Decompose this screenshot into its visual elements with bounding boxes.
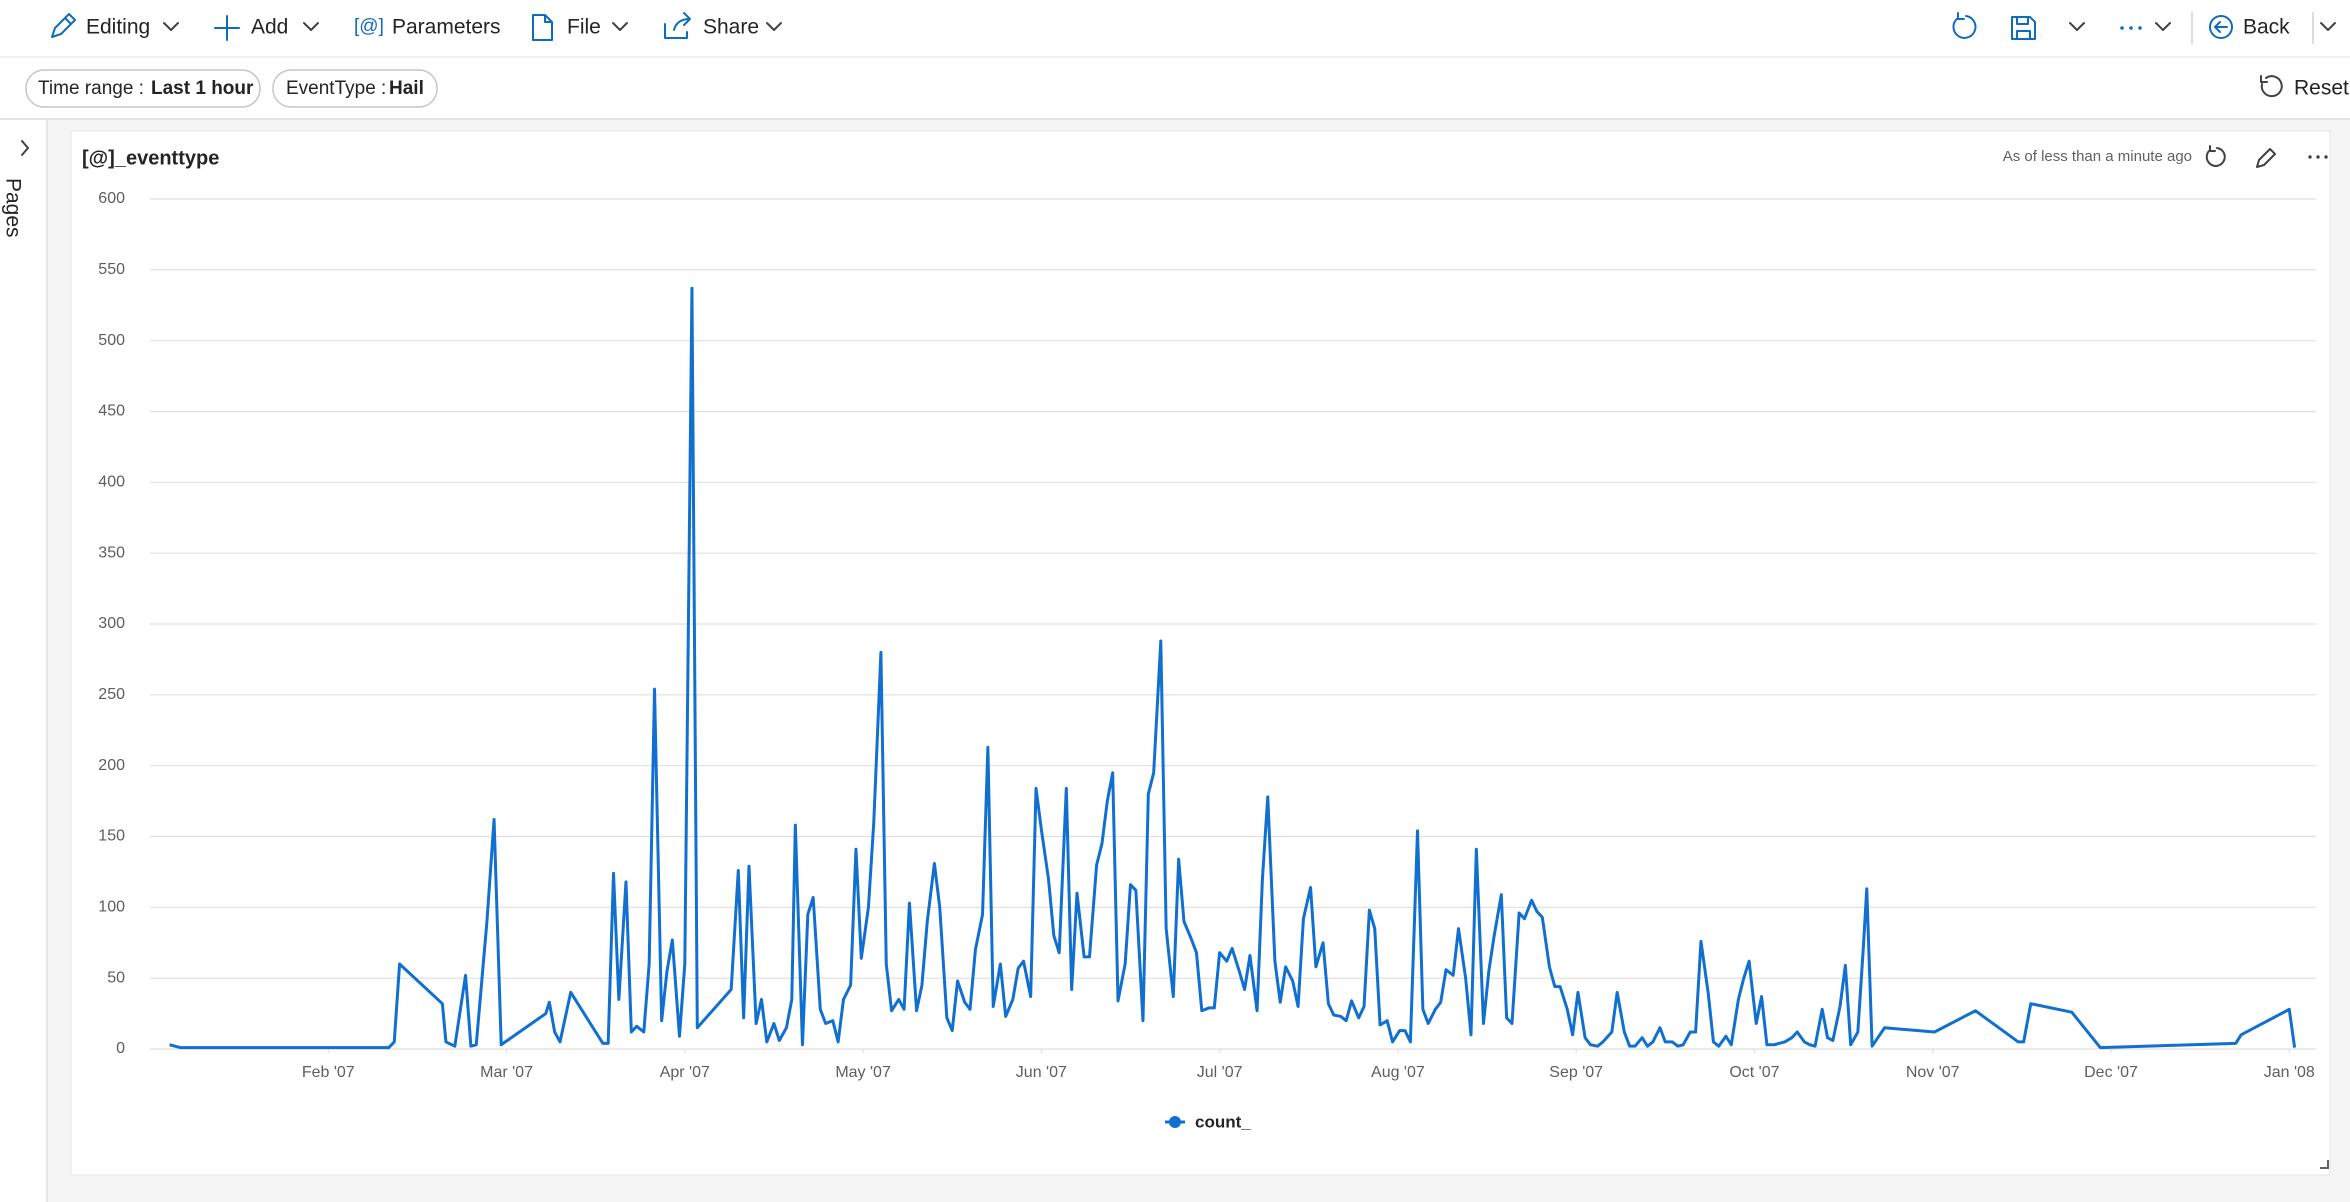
filter-value: Last 1 hour [151, 78, 254, 99]
more-button[interactable] [2120, 22, 2171, 31]
parameters-button[interactable]: [@] Parameters [354, 16, 501, 39]
x-tick-label: Mar '07 [480, 1064, 533, 1081]
reset-button[interactable]: Reset [2260, 75, 2349, 100]
filter-label: EventType : [286, 78, 386, 99]
parameters-label: Parameters [392, 16, 501, 39]
editing-button[interactable]: Editing [51, 13, 179, 39]
file-label: File [567, 16, 601, 39]
file-icon [532, 14, 553, 41]
x-tick-label: Jan '08 [2264, 1064, 2315, 1081]
x-tick-label: Oct '07 [1729, 1064, 1779, 1081]
chevron [163, 22, 179, 31]
sidebar-expand[interactable] [21, 140, 29, 156]
x-tick-label: Feb '07 [302, 1064, 355, 1081]
x-tick-label: Jul '07 [1197, 1064, 1243, 1081]
share-label: Share [703, 16, 759, 39]
y-tick-label: 250 [98, 686, 125, 703]
y-tick-label: 350 [98, 544, 125, 561]
save-button[interactable] [2011, 16, 2036, 40]
x-tick-label: May '07 [835, 1064, 891, 1081]
filter-value: Hail [389, 78, 424, 99]
y-tick-label: 200 [98, 757, 125, 774]
legend-marker [1169, 1116, 1181, 1128]
share-icon [664, 12, 691, 39]
y-tick-label: 300 [98, 615, 125, 632]
sidebar-label[interactable]: Pages [1, 178, 24, 238]
chevron [2155, 22, 2171, 31]
filter-label: Time range : [38, 78, 144, 99]
resize-handle[interactable] [2320, 1160, 2329, 1169]
x-tick-label: Jun '07 [1016, 1064, 1067, 1081]
y-tick-label: 600 [98, 190, 125, 207]
reset-icon [2260, 75, 2283, 98]
back-arrow [2214, 21, 2228, 33]
dot [2316, 155, 2320, 159]
tile [70, 130, 2331, 1176]
back-button[interactable]: Back [2209, 15, 2290, 39]
x-tick-label: Aug '07 [1371, 1064, 1425, 1081]
tile-edit[interactable] [2256, 148, 2276, 168]
chevron [766, 22, 782, 31]
back-label: Back [2243, 16, 2290, 39]
y-tick-label: 0 [116, 1040, 125, 1057]
pill-outline [25, 69, 261, 108]
refresh-button[interactable] [1952, 12, 1977, 39]
x-tick-label: Apr '07 [660, 1064, 710, 1081]
dot [2324, 155, 2328, 159]
y-tick-label: 150 [98, 828, 125, 845]
x-tick-label: Nov '07 [1906, 1064, 1960, 1081]
y-tick-label: 400 [98, 474, 125, 491]
file-button[interactable]: File [532, 14, 628, 41]
y-tick-label: 100 [98, 899, 125, 916]
add-button[interactable]: Add [214, 15, 319, 41]
dot [2120, 26, 2124, 30]
tile-more[interactable] [2308, 155, 2328, 159]
back-icon [2209, 15, 2233, 39]
chevron [612, 22, 628, 31]
y-tick-label: 500 [98, 332, 125, 349]
share-button[interactable]: Share [664, 12, 782, 39]
line-chart: 0 50 100 150 200 250 300 350 400 450 500 550 600 Feb … [98, 190, 2316, 1131]
parameters-icon: [@] [354, 16, 384, 37]
filter-pill[interactable]: Time range : Last 1 hour [25, 69, 261, 108]
tile-refresh[interactable] [2205, 145, 2226, 167]
save-menu-chevron[interactable] [2069, 22, 2085, 31]
save-icon [2011, 16, 2036, 40]
chevron [303, 22, 319, 31]
filter-pill[interactable]: EventType : Hail [272, 69, 438, 108]
series-line [169, 286, 2297, 1050]
y-tick-label: 50 [107, 969, 125, 986]
pill-outline [272, 69, 438, 108]
y-tick-label: 450 [98, 403, 125, 420]
y-tick-label: 550 [98, 261, 125, 278]
legend-label: count_ [1195, 1112, 1251, 1131]
dot [2129, 26, 2133, 30]
reset-label: Reset [2294, 77, 2349, 100]
pencil-icon [51, 13, 76, 38]
editing-label: Editing [86, 16, 150, 39]
collapse-chevron[interactable] [2320, 22, 2336, 31]
refresh-icon [1952, 12, 1977, 39]
tile-status: As of less than a minute ago [2003, 148, 2192, 165]
sidebar [0, 120, 47, 1202]
dot [2138, 26, 2142, 30]
x-tick-label: Dec '07 [2084, 1064, 2138, 1081]
dot [2308, 155, 2312, 159]
x-tick-label: Sep '07 [1549, 1064, 1603, 1081]
tile-title: [@]_eventtype [82, 147, 219, 169]
add-label: Add [251, 16, 288, 39]
plus-icon [214, 15, 240, 41]
